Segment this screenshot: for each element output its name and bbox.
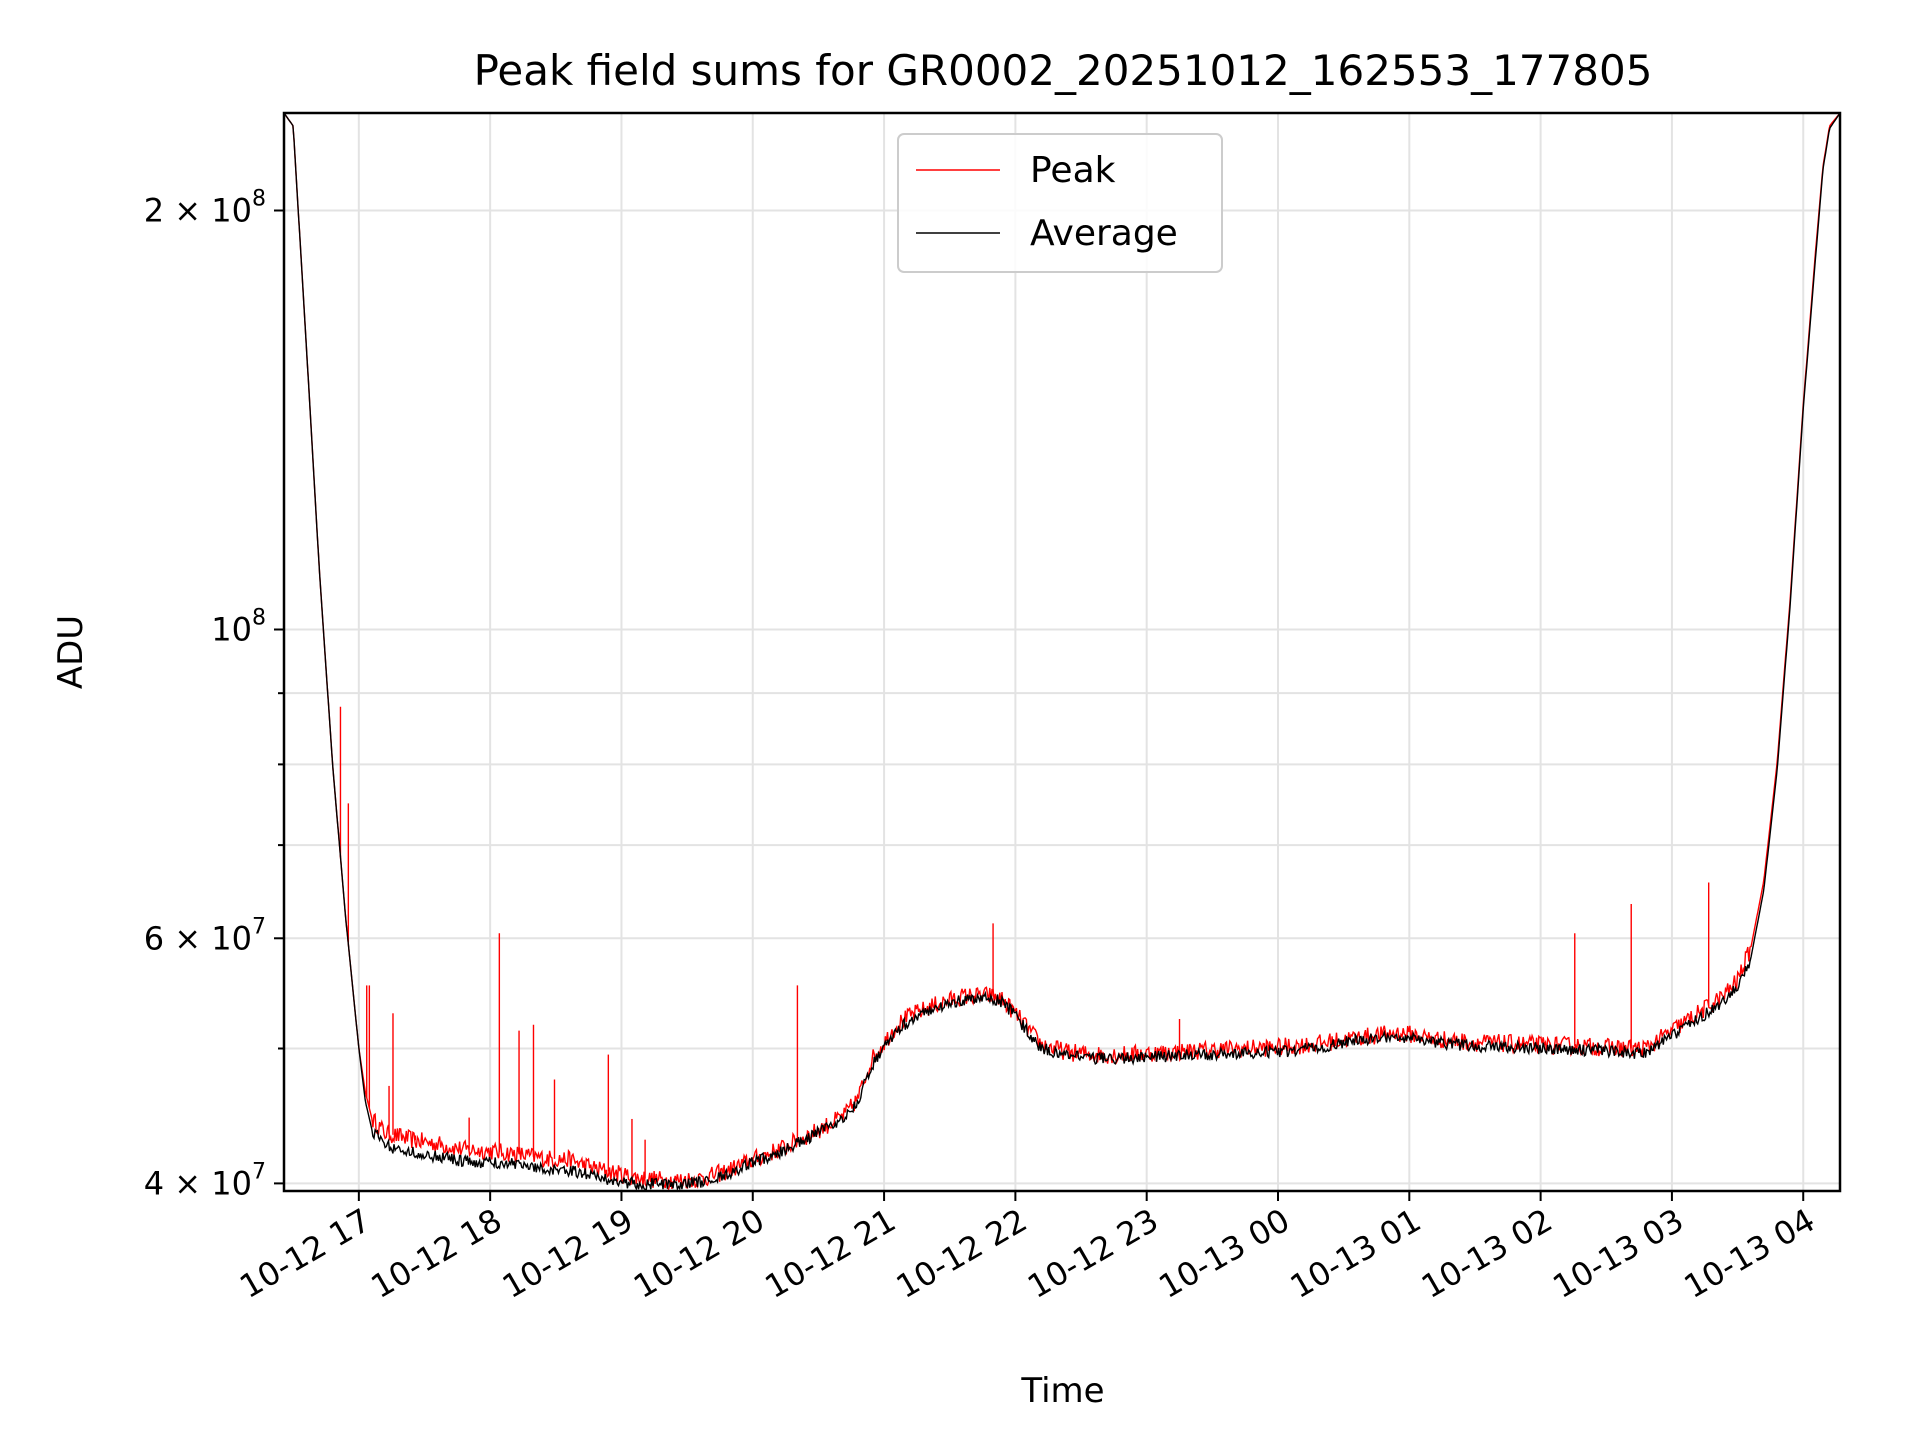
y-tick-label: 6 × 107 <box>144 914 266 957</box>
y-tick-label: 108 <box>211 605 266 648</box>
legend-label-peak: Peak <box>1030 150 1116 191</box>
y-tick-exponent: 8 <box>252 605 266 630</box>
chart-title: Peak field sums for GR0002_20251012_1625… <box>474 46 1653 95</box>
y-tick-label: 4 × 107 <box>144 1159 266 1202</box>
y-tick-base: 10 <box>211 610 252 648</box>
plot-area <box>284 113 1840 1191</box>
series-line-average <box>284 113 1840 1191</box>
y-tick-exponent: 7 <box>252 914 266 939</box>
legend: Peak Average <box>897 133 1223 273</box>
grid-layer <box>284 113 1840 1191</box>
y-tick-base: 6 × 10 <box>144 919 252 957</box>
y-tick-exponent: 8 <box>252 186 266 211</box>
y-tick-exponent: 7 <box>252 1159 266 1184</box>
legend-label-average: Average <box>1030 213 1178 254</box>
x-axis-label: Time <box>1020 1371 1104 1411</box>
y-tick-base: 2 × 10 <box>144 191 252 229</box>
legend-box <box>897 133 1223 273</box>
y-axis-label: ADU <box>51 615 91 689</box>
axes-frame <box>282 111 1842 1193</box>
y-tick-base: 4 × 10 <box>144 1164 252 1202</box>
y-tick-label: 2 × 108 <box>144 186 266 229</box>
